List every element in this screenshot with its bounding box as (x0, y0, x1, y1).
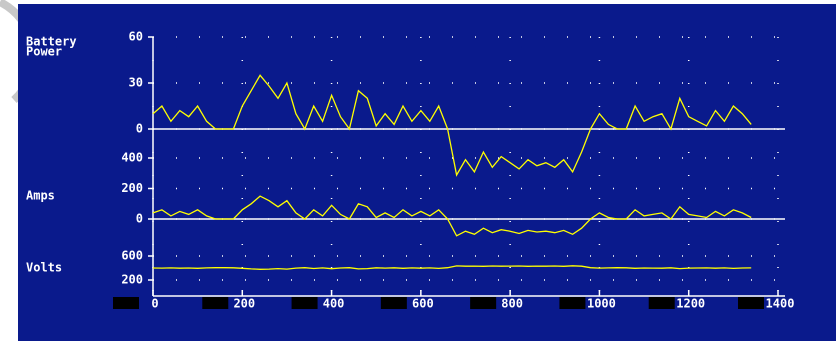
y-tick-label: 30 (129, 76, 143, 90)
y-tick-label: 60 (129, 30, 143, 44)
y-tick-label: 400 (121, 151, 143, 165)
series-line (152, 195, 752, 237)
label-box (380, 297, 407, 309)
x-tick-label: 400 (323, 297, 345, 311)
x-tick-label: 1000 (587, 297, 616, 311)
series-line (152, 74, 752, 177)
x-tick-label: 0 (151, 297, 158, 311)
y-tick-label: 0 (136, 122, 143, 136)
y-tick-label: 0 (136, 212, 143, 226)
panel-label: Amps (26, 189, 55, 203)
x-tick-label: 600 (412, 297, 434, 311)
label-box (738, 297, 764, 309)
y-tick-label: 600 (121, 249, 143, 263)
label-box (470, 297, 497, 309)
label-box (202, 297, 229, 309)
series-line (152, 265, 752, 270)
panel-label: Power (26, 45, 62, 59)
label-box (291, 297, 318, 309)
x-tick-label: 800 (501, 297, 523, 311)
label-box (559, 297, 586, 309)
x-tick-label: 1200 (676, 297, 705, 311)
label-box (648, 297, 675, 309)
plot-background (18, 4, 836, 341)
x-tick-label: 200 (233, 297, 255, 311)
panel-label: Volts (26, 261, 62, 275)
x-tick-label: 1400 (766, 297, 795, 311)
y-tick-label: 200 (121, 181, 143, 195)
panel-label: Battery (26, 35, 77, 49)
label-box (113, 297, 139, 309)
y-tick-label: 200 (121, 273, 143, 287)
